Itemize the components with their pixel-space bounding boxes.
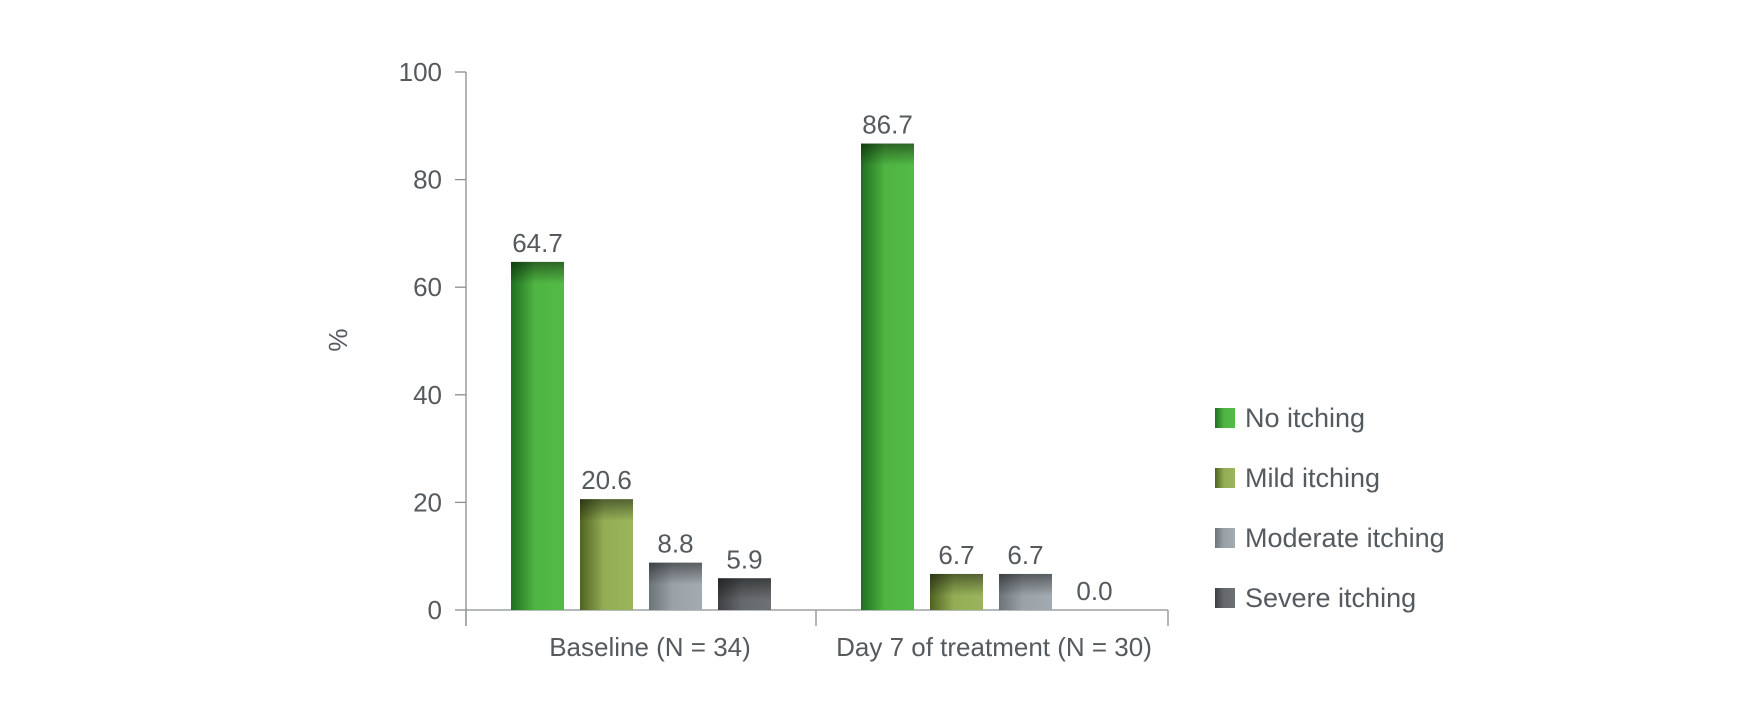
bar-top-shade [718, 578, 771, 601]
bar-value-label: 6.7 [1007, 540, 1043, 570]
legend-label: Severe itching [1245, 583, 1416, 613]
legend-label: Mild itching [1245, 463, 1380, 493]
x-category-label: Day 7 of treatment (N = 30) [836, 632, 1152, 662]
legend-label: Moderate itching [1245, 523, 1445, 553]
legend: No itching Mild itching Moderate itching Se… [1215, 403, 1445, 613]
y-tick-label: 20 [413, 487, 442, 517]
bar-value-label: 8.8 [657, 529, 693, 559]
bar-top-shade [999, 573, 1052, 596]
bar-value-label: 64.7 [512, 228, 563, 258]
x-category-label: Baseline (N = 34) [549, 632, 751, 662]
bar-value-label: 5.9 [726, 544, 762, 574]
bar-top-shade [649, 562, 702, 585]
bar-value-label: 0.0 [1076, 576, 1112, 606]
y-tick-label: 0 [428, 595, 442, 625]
legend-swatch [1215, 468, 1235, 488]
y-tick-label: 80 [413, 165, 442, 195]
value-labels: 64.7 20.6 8.8 5.9 86.7 6.7 6.7 0.0 [512, 110, 1112, 606]
bar-top-shade [580, 499, 633, 522]
y-axis-label: % [323, 328, 353, 351]
y-axis: 0 20 40 60 80 100 [399, 57, 467, 626]
bar-top-shade [511, 261, 564, 284]
bars [511, 143, 1052, 610]
bar [511, 261, 564, 610]
bar-top-shade [930, 573, 983, 596]
legend-swatch [1215, 588, 1235, 608]
legend-swatch [1215, 528, 1235, 548]
y-tick-label: 60 [413, 272, 442, 302]
bar-value-label: 20.6 [581, 465, 632, 495]
legend-swatch [1215, 408, 1235, 428]
y-tick-label: 40 [413, 380, 442, 410]
y-tick-label: 100 [399, 57, 442, 87]
bar-top-shade [861, 143, 914, 166]
bar-value-label: 86.7 [862, 110, 913, 140]
bar [861, 143, 914, 610]
bar-value-label: 6.7 [938, 540, 974, 570]
x-axis: Baseline (N = 34) Day 7 of treatment (N =… [465, 609, 1169, 662]
legend-label: No itching [1245, 403, 1365, 433]
